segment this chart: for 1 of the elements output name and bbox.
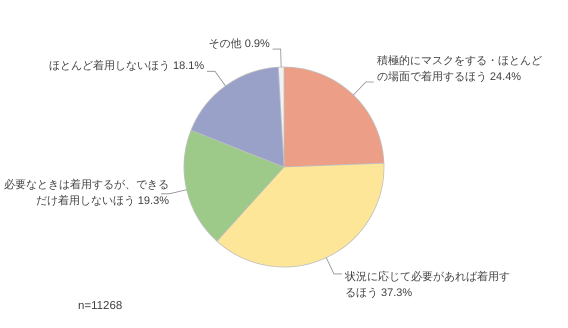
text: n=11268 xyxy=(78,300,122,312)
